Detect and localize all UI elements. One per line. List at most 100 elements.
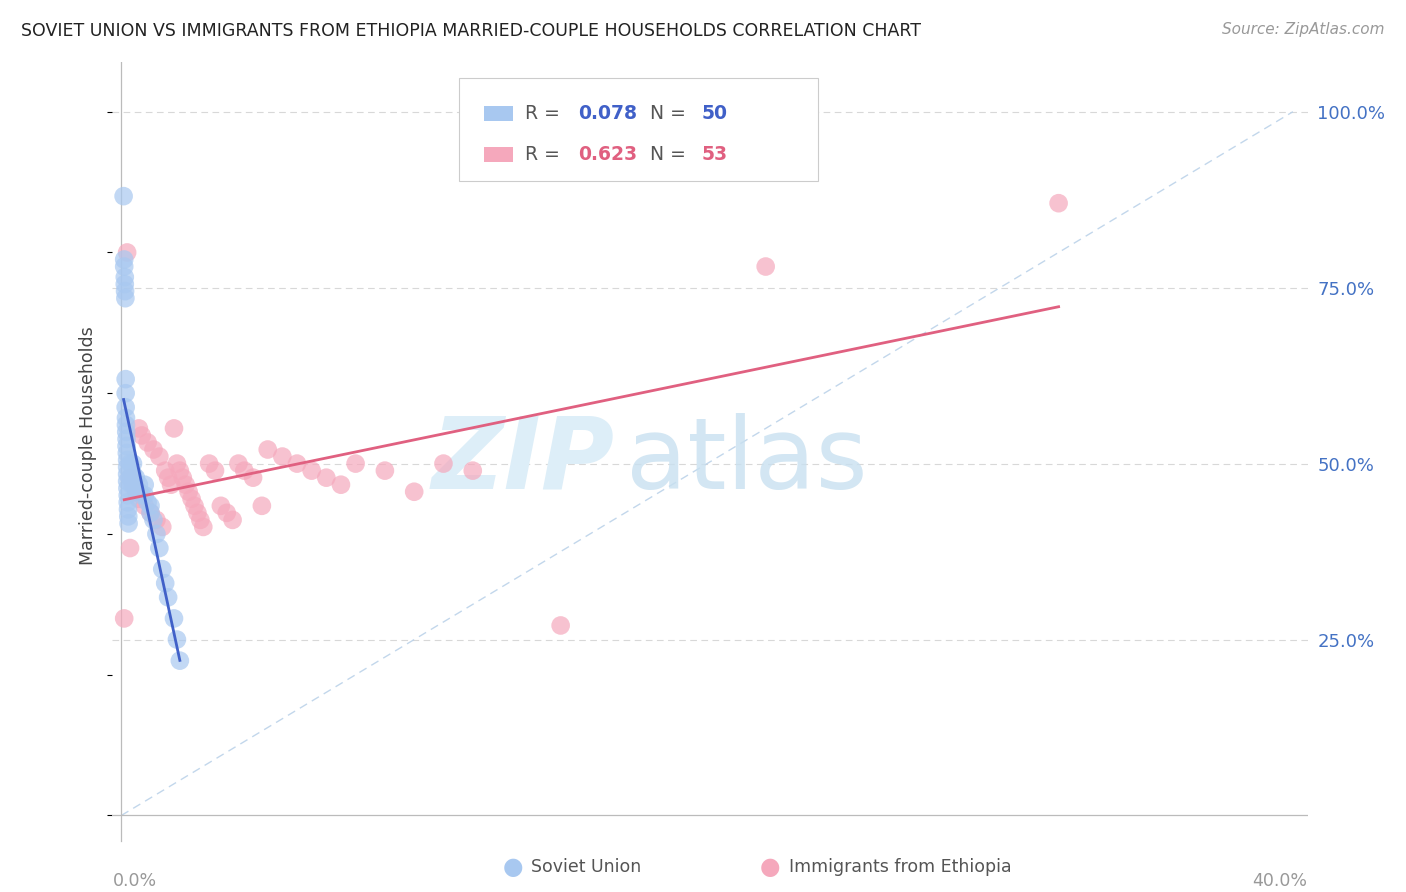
Point: [174, 477, 197, 491]
Point: [117, 516, 139, 531]
Text: 0.623: 0.623: [579, 145, 638, 164]
Point: [115, 460, 138, 475]
Point: [115, 417, 138, 432]
Point: [122, 467, 145, 482]
Point: [112, 189, 135, 203]
Point: [117, 481, 139, 495]
Point: [329, 477, 352, 491]
Point: [128, 484, 150, 499]
Point: [163, 421, 186, 435]
Point: [115, 474, 138, 488]
Point: [301, 464, 323, 478]
Point: [256, 442, 278, 457]
Point: [136, 495, 159, 509]
Point: [115, 410, 138, 425]
Text: 50: 50: [702, 104, 728, 123]
Point: [285, 457, 308, 471]
Text: 0.078: 0.078: [579, 104, 637, 123]
Point: [115, 425, 138, 439]
Point: [134, 488, 156, 502]
Point: [112, 252, 135, 267]
Point: [550, 618, 572, 632]
Text: 0.0%: 0.0%: [112, 871, 156, 889]
Point: [148, 450, 170, 464]
Point: [166, 632, 188, 647]
Point: [115, 446, 138, 460]
Text: ZIP: ZIP: [432, 413, 614, 510]
Point: [115, 453, 138, 467]
Point: [228, 457, 250, 471]
Point: [115, 245, 138, 260]
Point: [150, 520, 173, 534]
Point: [117, 502, 139, 516]
Point: [193, 520, 215, 534]
FancyBboxPatch shape: [484, 147, 513, 161]
Point: [198, 457, 221, 471]
Point: [131, 428, 153, 442]
Text: Immigrants from Ethiopia: Immigrants from Ethiopia: [789, 858, 1011, 876]
Point: [1047, 196, 1070, 211]
Point: [432, 457, 454, 471]
Point: [186, 506, 208, 520]
Point: [120, 457, 141, 471]
Point: [114, 401, 136, 415]
Point: [115, 439, 138, 453]
Point: [172, 471, 194, 485]
Text: R =: R =: [524, 145, 565, 164]
Point: [183, 499, 205, 513]
Text: Soviet Union: Soviet Union: [531, 858, 641, 876]
Point: [153, 576, 177, 591]
Point: [114, 284, 136, 298]
Point: [374, 464, 396, 478]
Point: [145, 527, 167, 541]
Text: ●: ●: [761, 855, 780, 879]
Point: [114, 291, 136, 305]
Point: [157, 471, 180, 485]
Point: [128, 421, 150, 435]
Point: [166, 457, 188, 471]
Point: [114, 386, 136, 401]
Point: [142, 513, 165, 527]
Point: [112, 260, 135, 274]
Point: [153, 464, 177, 478]
Point: [344, 457, 367, 471]
Point: [145, 513, 167, 527]
Point: [136, 435, 159, 450]
Point: [204, 464, 226, 478]
Point: [114, 277, 136, 292]
Point: [271, 450, 294, 464]
Text: Source: ZipAtlas.com: Source: ZipAtlas.com: [1222, 22, 1385, 37]
Point: [461, 464, 484, 478]
Point: [112, 611, 135, 625]
Point: [157, 591, 180, 605]
Point: [128, 491, 150, 506]
Point: [115, 432, 138, 446]
Point: [117, 495, 139, 509]
Point: [163, 611, 186, 625]
Point: [134, 477, 156, 491]
Point: [131, 488, 153, 502]
Point: [215, 506, 238, 520]
Point: [148, 541, 170, 555]
Point: [114, 372, 136, 386]
Text: atlas: atlas: [627, 413, 868, 510]
Point: [150, 562, 173, 576]
Point: [169, 654, 191, 668]
Point: [188, 513, 211, 527]
Text: ●: ●: [503, 855, 523, 879]
Point: [120, 471, 141, 485]
Point: [122, 457, 145, 471]
Point: [233, 464, 256, 478]
Point: [177, 484, 200, 499]
Point: [114, 270, 136, 285]
Point: [180, 491, 202, 506]
Point: [221, 513, 243, 527]
Point: [755, 260, 778, 274]
Point: [122, 477, 145, 491]
Point: [121, 477, 143, 491]
Text: SOVIET UNION VS IMMIGRANTS FROM ETHIOPIA MARRIED-COUPLE HOUSEHOLDS CORRELATION C: SOVIET UNION VS IMMIGRANTS FROM ETHIOPIA…: [21, 22, 921, 40]
Point: [139, 506, 162, 520]
Point: [142, 442, 165, 457]
FancyBboxPatch shape: [484, 106, 513, 121]
Text: R =: R =: [524, 104, 565, 123]
